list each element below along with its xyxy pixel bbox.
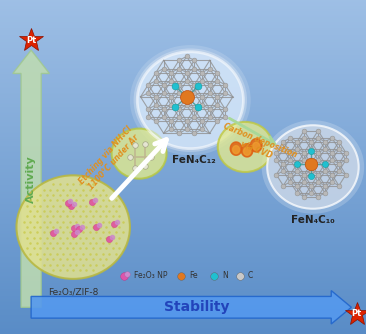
Circle shape [16,175,130,279]
Circle shape [137,52,243,149]
Text: Fe₂O₃/ZIF-8: Fe₂O₃/ZIF-8 [48,287,98,296]
Polygon shape [230,142,242,155]
Text: Etching via NH₄Cl
1100°C under Ar: Etching via NH₄Cl 1100°C under Ar [78,125,142,193]
Circle shape [112,129,167,179]
Polygon shape [232,146,240,154]
Text: Fe₂O₃ NP: Fe₂O₃ NP [134,271,167,280]
Text: FeN₄C₁₀: FeN₄C₁₀ [291,215,335,225]
Circle shape [267,125,359,209]
Polygon shape [253,142,260,150]
Text: Pt: Pt [352,310,362,318]
Text: Pt: Pt [26,36,36,44]
Polygon shape [241,144,253,157]
FancyArrow shape [13,50,49,307]
Text: Fe: Fe [189,271,198,280]
Circle shape [218,122,273,172]
Text: FeN₄C₁₂: FeN₄C₁₂ [172,155,216,165]
Text: Carbon deposition
via CVD: Carbon deposition via CVD [218,122,298,169]
Polygon shape [250,139,262,152]
FancyArrow shape [31,291,351,324]
Circle shape [134,48,247,152]
Text: C: C [248,271,253,280]
Text: N: N [222,271,228,280]
Circle shape [262,120,364,214]
Text: Activity: Activity [26,155,36,202]
Polygon shape [243,147,251,155]
Circle shape [130,45,251,155]
Text: Stability: Stability [164,300,229,314]
